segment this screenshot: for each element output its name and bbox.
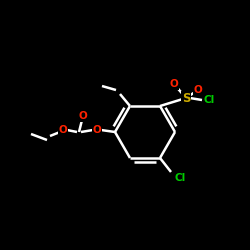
Text: O: O <box>194 85 202 95</box>
Text: S: S <box>182 92 190 104</box>
Text: O: O <box>92 125 102 135</box>
Text: O: O <box>78 111 88 121</box>
Text: Cl: Cl <box>204 95 214 105</box>
Text: O: O <box>170 79 178 89</box>
Text: O: O <box>58 125 68 135</box>
Text: Cl: Cl <box>174 173 186 183</box>
